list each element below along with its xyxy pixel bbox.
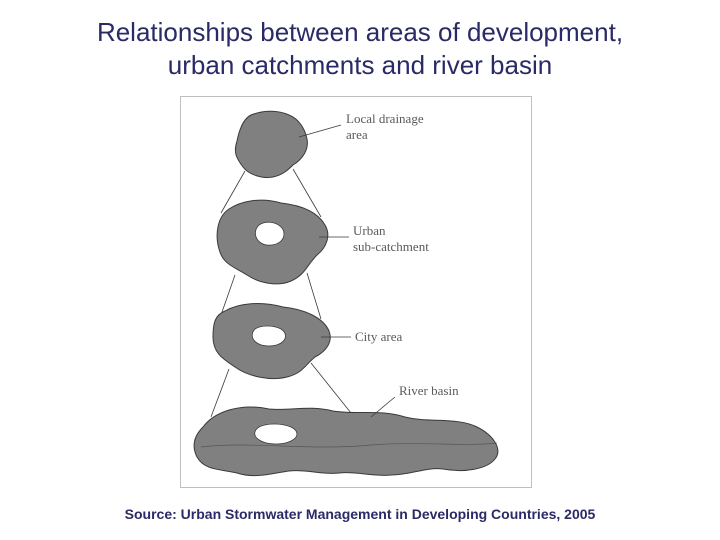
shape-river-basin (194, 407, 498, 476)
label-urban-1: Urban (353, 223, 386, 238)
layer-city-area: City area (213, 304, 403, 379)
connector-3-right (311, 363, 351, 413)
highlight-in-urban (255, 222, 284, 245)
layer-river-basin: River basin (194, 383, 498, 476)
shape-local-drainage (235, 111, 307, 177)
label-local-drainage-2: area (346, 127, 368, 142)
diagram-svg: Local drainage area Urban sub-catchment (181, 97, 531, 487)
connector-3-left (211, 369, 229, 417)
diagram-container: Local drainage area Urban sub-catchment (180, 96, 532, 488)
leader-local (299, 125, 341, 137)
label-urban-2: sub-catchment (353, 239, 429, 254)
layer-urban-subcatchment: Urban sub-catchment (217, 200, 429, 284)
slide: Relationships between areas of developme… (0, 0, 720, 540)
title-line-2: urban catchments and river basin (168, 50, 552, 80)
highlight-in-city (252, 326, 285, 346)
connector-2-right (307, 273, 321, 319)
label-city: City area (355, 329, 403, 344)
layer-local-drainage: Local drainage area (235, 111, 423, 178)
slide-title: Relationships between areas of developme… (0, 16, 720, 81)
title-line-1: Relationships between areas of developme… (97, 17, 623, 47)
label-local-drainage-1: Local drainage (346, 111, 424, 126)
source-citation: Source: Urban Stormwater Management in D… (0, 506, 720, 522)
highlight-in-basin (255, 424, 297, 444)
label-river: River basin (399, 383, 459, 398)
